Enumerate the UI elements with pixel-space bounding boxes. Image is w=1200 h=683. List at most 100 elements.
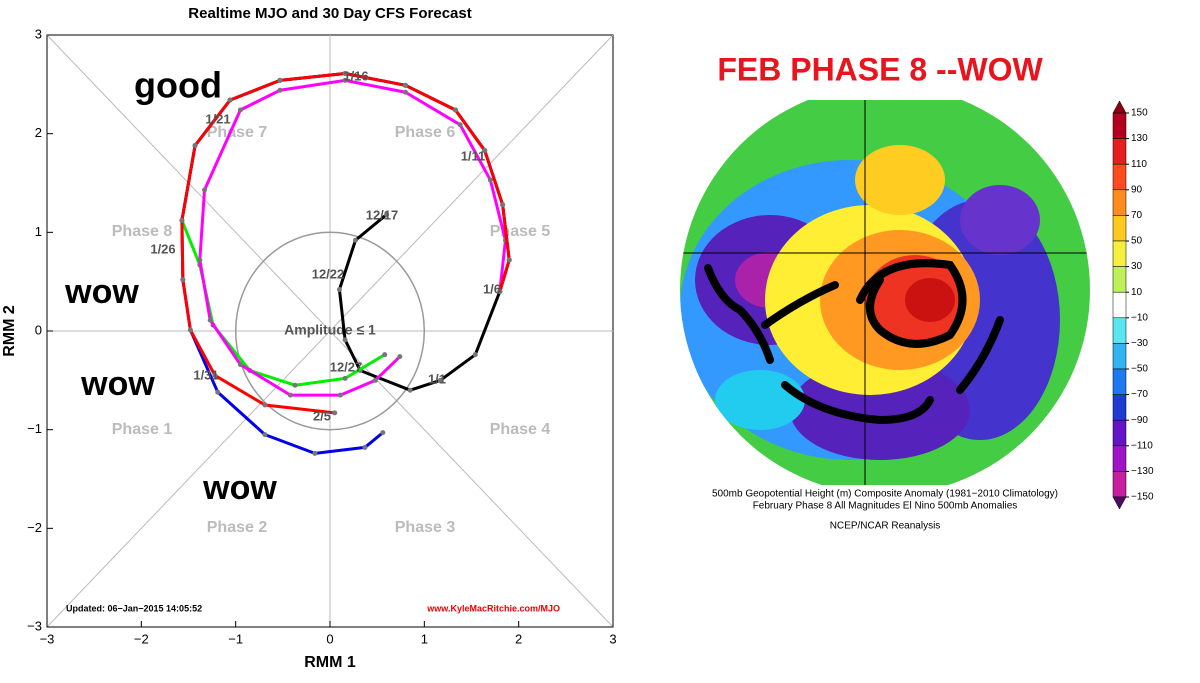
series-point: [397, 354, 403, 360]
phase-label: Phase 1: [112, 421, 173, 438]
series-point: [277, 87, 283, 93]
series-point: [482, 147, 488, 153]
map-caption: NCEP/NCAR Reanalysis: [830, 521, 941, 532]
colorbar-band: [1112, 215, 1127, 242]
series-point: [452, 107, 458, 113]
colorbar-band: [1112, 368, 1127, 395]
colorbar-tick-label: −130: [1131, 466, 1154, 477]
colorbar-band: [1112, 394, 1127, 421]
phase-label: Phase 5: [490, 223, 551, 240]
series-point: [342, 375, 348, 381]
y-tick-label: 1: [35, 224, 42, 239]
series-point: [262, 432, 268, 438]
phase-label: Phase 3: [395, 519, 456, 536]
phase-label: Phase 7: [207, 124, 268, 141]
colorbar-band: [1112, 112, 1127, 139]
map-title: FEB PHASE 8 --WOW: [717, 51, 1043, 87]
annotation: wow: [64, 273, 139, 311]
colorbar-tick-label: 70: [1131, 210, 1143, 221]
colorbar-band: [1112, 419, 1127, 447]
phase-label: Phase 8: [112, 223, 173, 240]
x-tick-label: −3: [40, 631, 55, 646]
date-label: 1/1: [428, 371, 446, 386]
series-point: [472, 352, 478, 358]
series-point: [336, 287, 342, 293]
series-point: [506, 257, 512, 263]
y-tick-label: 0: [35, 322, 42, 337]
series-point: [437, 377, 443, 383]
x-tick-label: 2: [515, 631, 522, 646]
series-point: [382, 352, 388, 358]
series-line: [198, 78, 507, 397]
series-point: [237, 362, 243, 368]
colorbar-band: [1112, 138, 1127, 165]
x-tick-label: −2: [134, 631, 149, 646]
annotation: wow: [202, 469, 277, 507]
series-point: [197, 257, 203, 263]
series-point: [342, 70, 348, 76]
series-point: [277, 77, 283, 83]
colorbar-tick-label: 150: [1131, 108, 1148, 119]
series-point: [202, 187, 208, 193]
series-point: [352, 237, 358, 243]
series-point: [212, 372, 218, 378]
chart-title: Realtime MJO and 30 Day CFS Forecast: [188, 5, 471, 22]
series-point: [227, 97, 233, 103]
colorbar-band: [1112, 317, 1127, 344]
colorbar-band: [1112, 343, 1127, 370]
colorbar-tick-label: −10: [1131, 312, 1148, 323]
series-point: [380, 430, 386, 436]
phase-label: Phase 2: [207, 519, 268, 536]
x-tick-label: 3: [609, 631, 616, 646]
colorbar-band: [1112, 163, 1127, 191]
series-point: [292, 382, 298, 388]
date-label: 12/27: [330, 359, 363, 374]
series-point: [337, 392, 343, 398]
colorbar-arrow: [1112, 100, 1127, 114]
series-point: [312, 450, 318, 456]
date-label: 12/17: [366, 207, 399, 222]
annotation: wow: [80, 365, 155, 403]
series-point: [500, 202, 506, 208]
colorbar-band: [1112, 471, 1127, 498]
phase-label: Phase 4: [490, 421, 551, 438]
series-point: [372, 377, 378, 383]
date-label: 1/6: [483, 281, 501, 296]
series-point: [457, 122, 463, 128]
colorbar-tick-label: −110: [1131, 440, 1153, 451]
series-point: [402, 89, 408, 95]
series-point: [237, 107, 243, 113]
series-point: [187, 327, 193, 333]
y-tick-label: −1: [27, 421, 42, 436]
colorbar-band: [1112, 189, 1127, 216]
colorbar-tick-label: −70: [1131, 389, 1148, 400]
annotation: good: [134, 65, 222, 106]
colorbar-tick-label: 110: [1131, 159, 1147, 170]
series-point: [342, 337, 348, 343]
series-point: [384, 212, 390, 218]
y-axis-label: RMM 2: [1, 305, 18, 357]
colorbar-tick-label: −150: [1131, 492, 1154, 503]
colorbar-band: [1112, 291, 1127, 319]
x-axis-label: RMM 1: [304, 654, 356, 671]
date-label: 1/26: [150, 241, 175, 256]
colorbar-tick-label: 130: [1131, 133, 1148, 144]
y-tick-label: 2: [35, 125, 42, 140]
series-point: [497, 289, 503, 295]
series-point: [192, 143, 198, 149]
colorbar-tick-label: −90: [1131, 415, 1148, 426]
colorbar-tick-label: −30: [1131, 338, 1148, 349]
colorbar-tick-label: 30: [1131, 261, 1143, 272]
series-point: [332, 410, 338, 416]
colorbar-band: [1112, 240, 1127, 267]
date-label: 1/16: [343, 68, 368, 83]
series-point: [342, 77, 348, 83]
series-point: [362, 444, 368, 450]
map-caption: February Phase 8 All Magnitudes El Nino …: [753, 501, 1018, 512]
colorbar-band: [1112, 445, 1127, 472]
x-tick-label: −1: [228, 631, 243, 646]
y-tick-label: −3: [27, 618, 42, 633]
map: [680, 100, 1090, 485]
series-point: [262, 402, 268, 408]
